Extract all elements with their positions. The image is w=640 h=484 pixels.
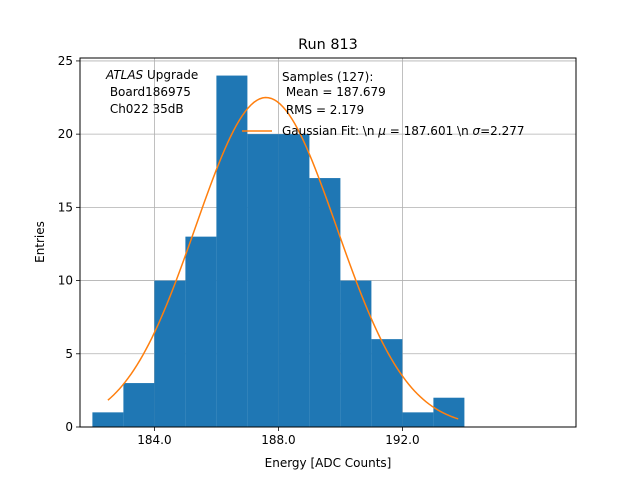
- histogram-bar: [92, 412, 124, 427]
- y-tick-label: 20: [58, 127, 73, 141]
- fit-curve: [107, 96, 459, 420]
- atlas-annotation-board: Board186975: [106, 85, 191, 99]
- x-axis-ticks: 184.0 188.0 192.0: [137, 427, 420, 447]
- histogram-bar: [309, 178, 341, 427]
- y-tick-label: 5: [65, 347, 73, 361]
- atlas-suffix: Upgrade: [143, 68, 198, 82]
- x-tick-label: 192.0: [385, 433, 419, 447]
- x-tick-label: 184.0: [137, 433, 171, 447]
- plot-frame: [79, 57, 577, 428]
- histogram-bar: [154, 280, 186, 427]
- histogram-bar: [247, 134, 279, 427]
- histogram-bar: [402, 412, 434, 427]
- histogram-bar: [433, 397, 465, 427]
- histogram-bar: [371, 339, 403, 427]
- legend-fit-mu-value: = 187.601 \n: [386, 124, 473, 138]
- legend-fit-label: Gaussian Fit: \n μ = 187.601 \n σ=2.277: [282, 124, 525, 138]
- histogram-bar: [123, 383, 155, 427]
- histogram-bar: [216, 75, 248, 428]
- legend-fit-sigma-symbol: σ: [473, 124, 481, 138]
- histogram-bar: [185, 236, 217, 427]
- y-tick-label: 0: [65, 420, 73, 434]
- histogram-bar: [278, 134, 310, 427]
- x-axis-label: Energy [ADC Counts]: [265, 456, 392, 470]
- x-tick-label: 188.0: [261, 433, 295, 447]
- legend: Samples (127): Mean = 187.679 RMS = 2.17…: [242, 70, 525, 138]
- y-tick-label: 25: [58, 54, 73, 68]
- y-axis-ticks: 0 5 10 15 20 25: [58, 54, 80, 434]
- atlas-label: ATLAS: [105, 68, 144, 82]
- legend-samples-mean: Mean = 187.679: [282, 85, 386, 99]
- atlas-annotation-channel: Ch022 35dB: [106, 102, 184, 116]
- y-axis-label: Entries: [33, 221, 47, 263]
- histogram-bars: [92, 75, 465, 428]
- legend-fit-sigma-value: =2.277: [480, 124, 524, 138]
- legend-samples-title: Samples (127):: [282, 70, 373, 84]
- legend-fit-mu-symbol: μ: [377, 124, 386, 138]
- histogram-bar: [340, 280, 372, 427]
- y-tick-label: 15: [58, 200, 73, 214]
- atlas-annotation-line1: ATLAS Upgrade: [105, 68, 198, 82]
- gaussian-fit: [107, 96, 459, 420]
- legend-samples-rms: RMS = 2.179: [282, 103, 364, 117]
- y-tick-label: 10: [58, 274, 73, 288]
- chart-title: Run 813: [298, 37, 358, 53]
- legend-fit-prefix: Gaussian Fit: \n: [282, 124, 378, 138]
